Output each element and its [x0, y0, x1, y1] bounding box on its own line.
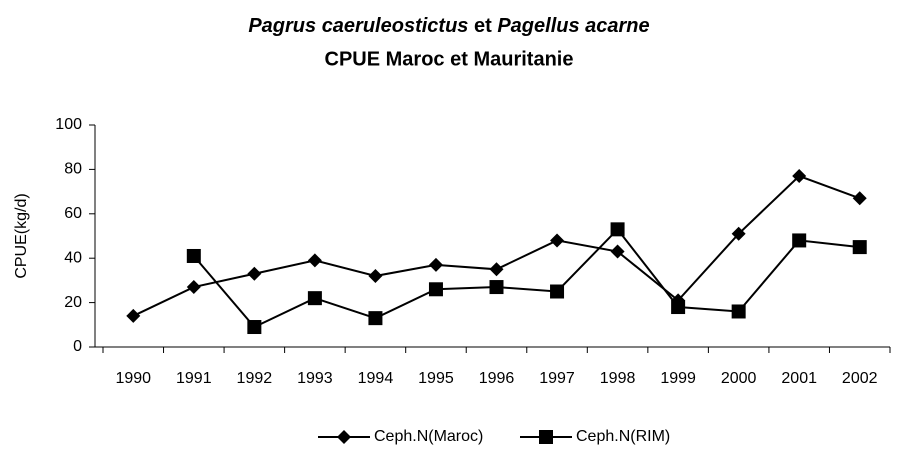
x-tick-label: 1998 [600, 370, 636, 387]
x-tick-label: 2000 [721, 370, 757, 387]
series-line [193, 227, 860, 329]
title-part: Pagrus caeruleostictus [248, 15, 468, 37]
y-tick-label: 0 [73, 338, 82, 355]
x-tick-label: 1993 [297, 370, 333, 387]
legend-label: Ceph.N(Maroc) [374, 428, 483, 445]
y-tick-label: 40 [64, 249, 82, 266]
data-point [307, 291, 322, 306]
y-tick-label: 100 [55, 116, 82, 133]
data-point [489, 280, 504, 295]
data-point [671, 300, 686, 315]
x-tick-label: 1996 [479, 370, 515, 387]
y-tick-label: 20 [64, 294, 82, 311]
data-point [368, 311, 383, 326]
x-tick-label: 2002 [842, 370, 878, 387]
y-axis-label: CPUE(kg/d) [13, 193, 30, 278]
legend-label: Ceph.N(RIM) [576, 428, 670, 445]
x-tick-label: 2001 [781, 370, 817, 387]
legend-marker [539, 430, 553, 444]
data-point [792, 233, 807, 248]
data-point [247, 320, 262, 335]
data-point [610, 222, 625, 237]
chart-title: Pagrus caeruleostictus et Pagellus acarn… [248, 15, 649, 37]
data-point [126, 308, 141, 323]
data-point [186, 280, 201, 295]
data-point [489, 262, 504, 277]
data-point [550, 284, 565, 299]
data-point [186, 248, 201, 263]
x-tick-label: 1991 [176, 370, 212, 387]
data-point [428, 282, 443, 297]
data-point [610, 244, 625, 259]
x-tick-label: 1994 [358, 370, 394, 387]
data-point [731, 304, 746, 319]
x-tick-label: 1990 [115, 370, 151, 387]
data-point [307, 253, 322, 268]
legend-marker [337, 430, 351, 444]
data-point [731, 226, 746, 241]
series-line [132, 174, 861, 317]
chart-subtitle: CPUE Maroc et Mauritanie [325, 48, 574, 70]
data-point [792, 169, 807, 184]
title-part: Pagellus acarne [497, 15, 649, 37]
data-point [428, 257, 443, 272]
x-tick-label: 1992 [237, 370, 273, 387]
title-part: et [474, 15, 492, 37]
data-point [247, 266, 262, 281]
data-point [852, 240, 867, 255]
y-tick-label: 60 [64, 205, 82, 222]
y-tick-label: 80 [64, 161, 82, 178]
data-point [368, 268, 383, 283]
data-point [852, 191, 867, 206]
x-tick-label: 1999 [660, 370, 696, 387]
x-tick-label: 1997 [539, 370, 575, 387]
x-tick-label: 1995 [418, 370, 454, 387]
data-point [550, 233, 565, 248]
